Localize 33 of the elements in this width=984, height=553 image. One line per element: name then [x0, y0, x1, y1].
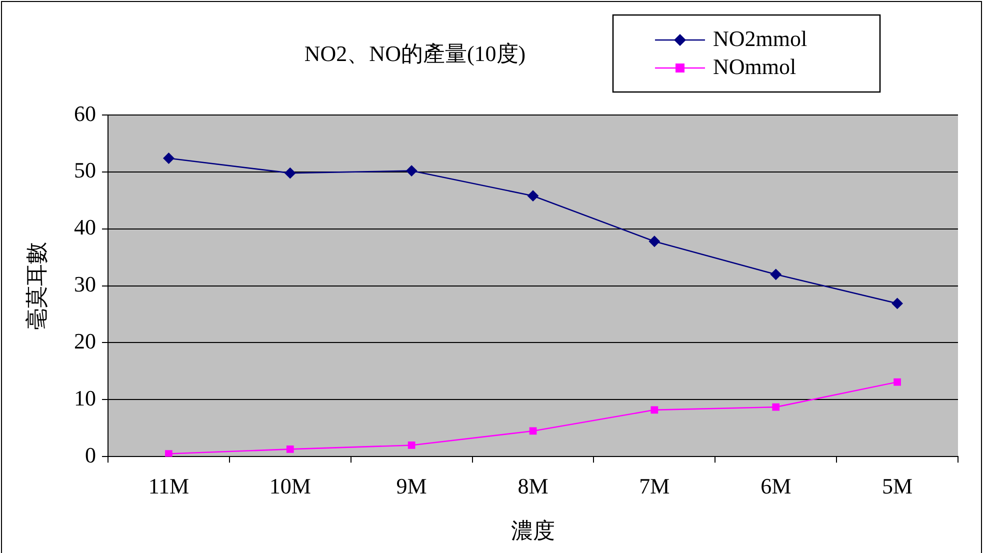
y-tick-label: 50	[74, 158, 96, 183]
y-tick-label: 40	[74, 214, 96, 240]
point	[528, 190, 538, 202]
x-tick-label: 9M	[396, 474, 427, 499]
point	[772, 403, 780, 411]
legend-label: NOmmol	[713, 54, 796, 79]
point	[165, 450, 172, 457]
x-tick-label: 8M	[518, 474, 548, 499]
point	[163, 152, 174, 164]
x-tick-label: 5M	[882, 474, 913, 499]
point	[648, 236, 660, 247]
point	[284, 168, 296, 179]
x-axis-title: 濃度	[511, 518, 555, 543]
point	[650, 406, 658, 414]
x-tick-label: 6M	[760, 474, 792, 499]
y-axis-title: 毫莫耳數	[24, 242, 49, 330]
y-tick-label: 30	[74, 272, 96, 297]
y-tick-label: 20	[74, 328, 96, 354]
point	[892, 298, 903, 309]
point	[286, 446, 294, 453]
y-tick-label: 60	[74, 100, 96, 126]
x-tick-label: 10M	[269, 474, 311, 499]
y-tick-label: 10	[74, 385, 96, 410]
point	[408, 442, 416, 449]
point	[770, 268, 782, 280]
x-tick-label: 11M	[148, 474, 190, 499]
x-tick-label: 7M	[639, 474, 670, 499]
point	[529, 427, 537, 435]
point	[894, 378, 901, 386]
point	[406, 165, 418, 176]
y-tick-label: 0	[85, 442, 96, 468]
legend-label: NO2mmol	[713, 26, 808, 51]
chart-title: NO2、NO的產量(10度)	[304, 40, 526, 66]
